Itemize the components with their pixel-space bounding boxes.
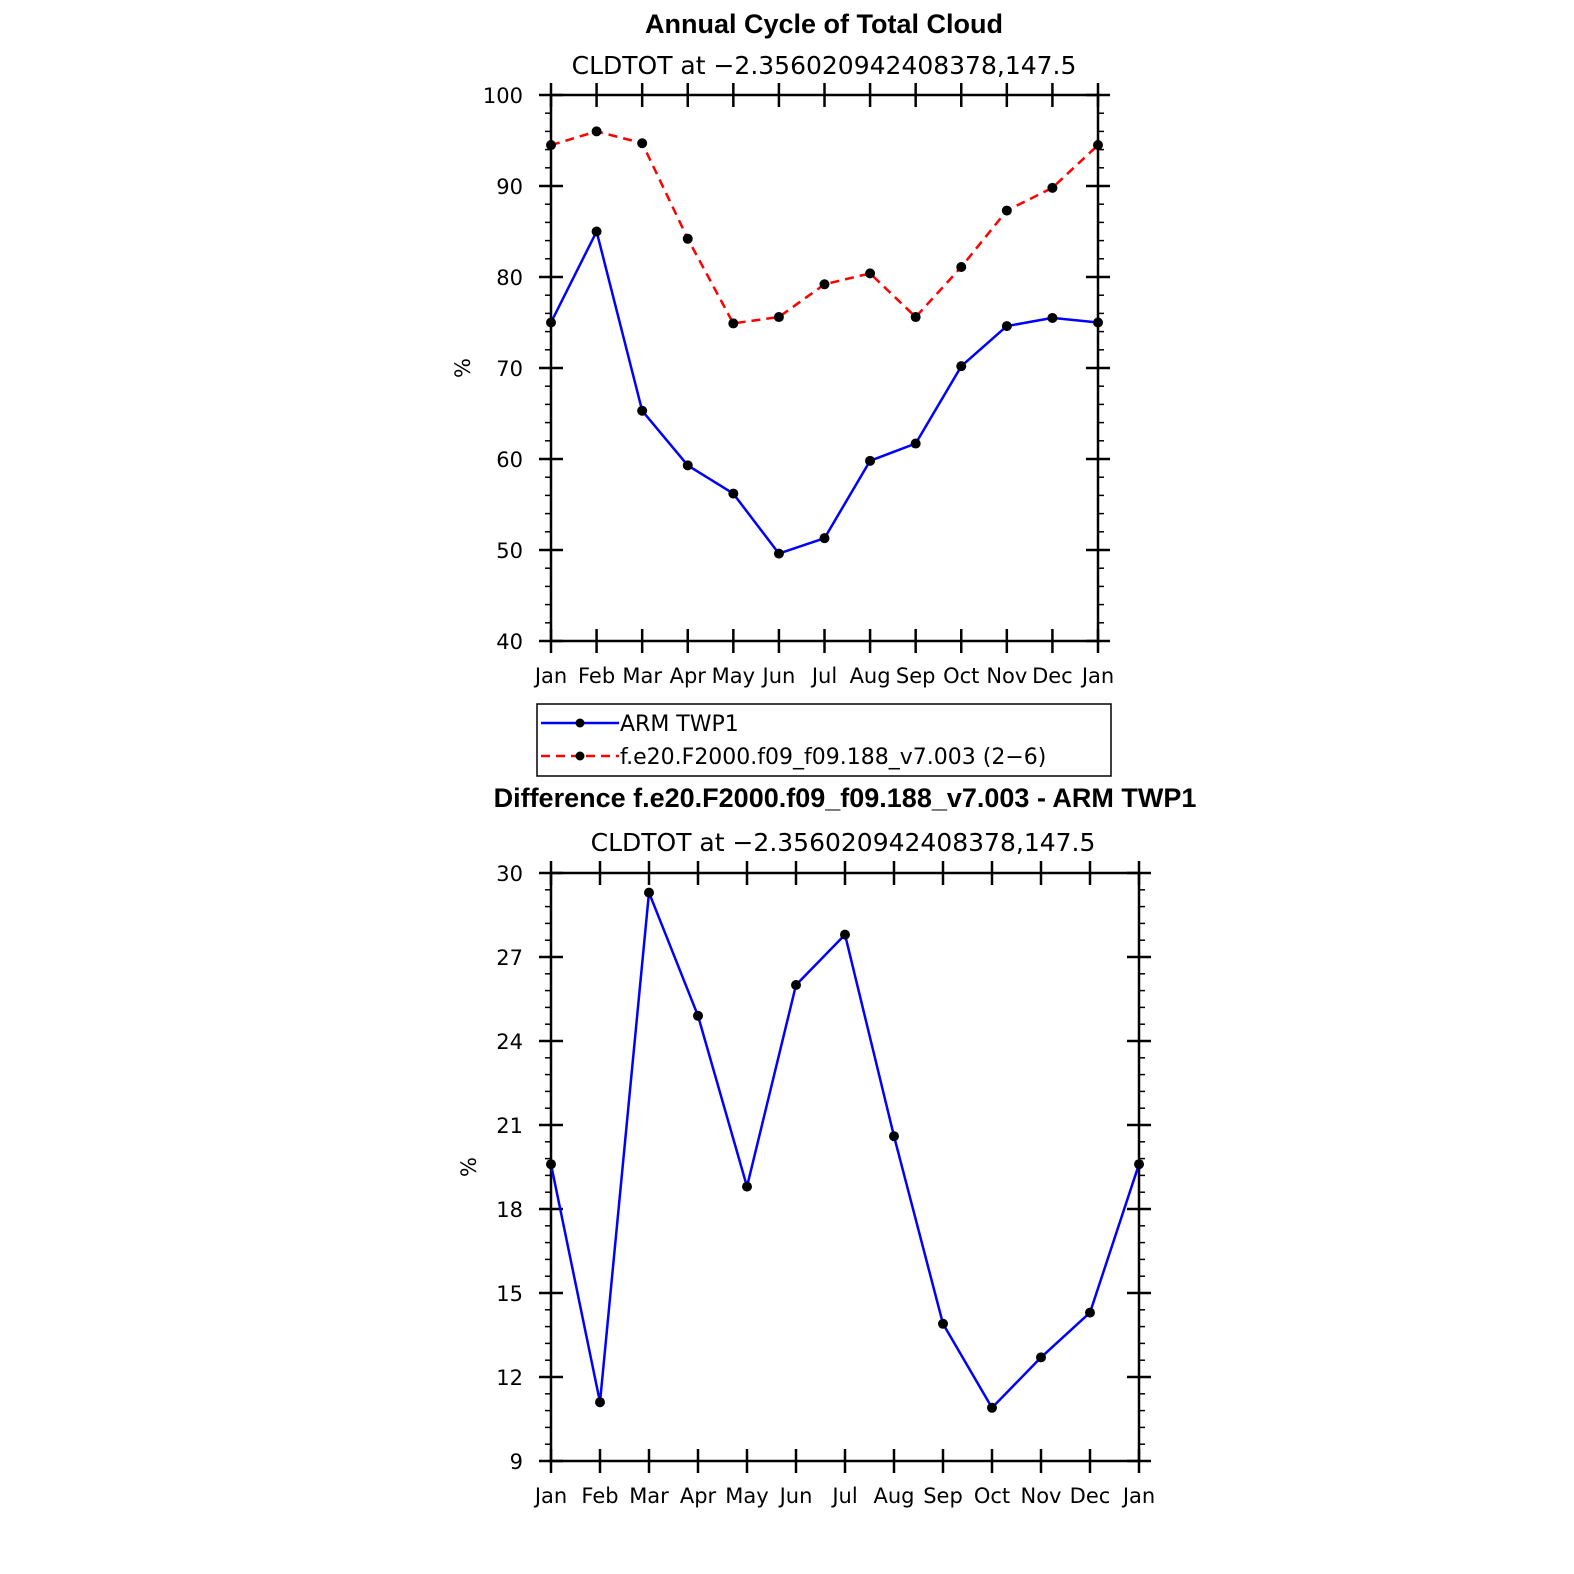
top-x-tick-label: Jan xyxy=(1080,664,1114,688)
bottom-y-tick-label: 21 xyxy=(496,1114,523,1138)
top-series-0-point xyxy=(682,460,693,471)
top-x-tick-label: May xyxy=(712,664,755,688)
bottom-chart-y-axis-label: % xyxy=(457,1157,481,1177)
top-x-tick-label: Jun xyxy=(761,664,796,688)
legend-marker-arm xyxy=(575,718,585,728)
legend-label-arm: ARM TWP1 xyxy=(620,712,739,737)
top-x-tick-label: Jul xyxy=(810,664,837,688)
top-chart-title: Annual Cycle of Total Cloud xyxy=(645,9,1003,39)
top-x-tick-label: Mar xyxy=(622,664,662,688)
bottom-y-tick-label: 12 xyxy=(496,1366,523,1390)
bottom-x-tick-label: May xyxy=(725,1484,768,1508)
bottom-x-tick-label: Jul xyxy=(830,1484,857,1508)
top-y-tick-label: 100 xyxy=(483,84,523,108)
top-x-tick-label: Sep xyxy=(896,664,936,688)
top-chart-subtitle: CLDTOT at −2.356020942408378,147.5 xyxy=(572,51,1077,80)
bottom-y-tick-label: 18 xyxy=(496,1198,523,1222)
top-series-1-point xyxy=(682,233,693,244)
top-y-tick-label: 60 xyxy=(496,448,523,472)
top-chart-y-axis-label: % xyxy=(451,358,475,378)
top-series-1-point xyxy=(728,318,739,329)
bottom-y-tick-label: 9 xyxy=(510,1450,523,1474)
legend-label-model: f.e20.F2000.f09_f09.188_v7.003 (2−6) xyxy=(620,745,1046,770)
top-series-1-point xyxy=(1093,140,1103,151)
top-x-tick-label: Oct xyxy=(943,664,979,688)
top-x-tick-label: Dec xyxy=(1032,664,1073,688)
bottom-series-0-point xyxy=(1134,1159,1144,1170)
top-series-0-point xyxy=(728,488,739,499)
top-series-1-line xyxy=(550,130,1099,325)
top-series-0-point xyxy=(1093,317,1103,328)
top-series-0-point xyxy=(910,438,921,449)
top-x-tick-label: Nov xyxy=(986,664,1027,688)
top-y-tick-label: 50 xyxy=(496,539,523,563)
bottom-y-tick-label: 27 xyxy=(496,946,523,970)
bottom-y-tick-label: 24 xyxy=(496,1030,523,1054)
top-series-1-point xyxy=(773,312,784,323)
bottom-series-0-point xyxy=(1036,1352,1046,1363)
bottom-chart-subtitle: CLDTOT at −2.356020942408378,147.5 xyxy=(591,828,1096,857)
bottom-series-0-line xyxy=(549,891,1141,1410)
top-y-tick-label: 80 xyxy=(496,266,523,290)
bottom-series-0-point xyxy=(742,1181,752,1192)
bottom-x-tick-label: Oct xyxy=(974,1484,1010,1508)
bottom-x-tick-label: Aug xyxy=(873,1484,914,1508)
top-series-1-point xyxy=(956,261,967,272)
bottom-series-0-point xyxy=(644,887,654,898)
bottom-series-0-point xyxy=(546,1159,556,1170)
legend: ARM TWP1 f.e20.F2000.f09_f09.188_v7.003 … xyxy=(536,703,1112,777)
top-series-1-point xyxy=(819,279,830,290)
top-series-0-point xyxy=(637,405,648,416)
top-series-1-point xyxy=(910,312,921,323)
bottom-plot-frame xyxy=(549,871,1141,1463)
bottom-x-tick-label: Jun xyxy=(778,1484,813,1508)
bottom-series-0-point xyxy=(938,1318,948,1329)
bottom-x-tick-label: Jan xyxy=(533,1484,567,1508)
top-y-tick-label: 40 xyxy=(496,630,523,654)
top-series-1-point xyxy=(637,138,648,149)
legend-box xyxy=(536,703,1112,777)
top-series-0-point xyxy=(546,317,556,328)
top-y-tick-label: 90 xyxy=(496,175,523,199)
bottom-series-0-point xyxy=(595,1397,605,1408)
bottom-series-0-point xyxy=(840,929,850,940)
bottom-series-0-point xyxy=(889,1131,899,1142)
top-series-1-point xyxy=(865,268,876,279)
bottom-x-tick-label: Dec xyxy=(1070,1484,1111,1508)
top-x-tick-label: Aug xyxy=(850,664,891,688)
top-plot-frame xyxy=(549,93,1100,643)
bottom-x-tick-label: Jan xyxy=(1121,1484,1155,1508)
bottom-y-tick-label: 30 xyxy=(496,862,523,886)
top-series-0-point xyxy=(865,455,876,466)
bottom-x-tick-label: Nov xyxy=(1021,1484,1062,1508)
top-series-0-point xyxy=(956,361,967,372)
top-series-1-point xyxy=(1001,205,1012,216)
bottom-x-tick-label: Sep xyxy=(923,1484,963,1508)
top-chart-plot: 40 50 60 70 80 90 100 Jan Feb Mar Apr May Jun Jul Aug S… xyxy=(483,83,1114,688)
bottom-series-0-point xyxy=(693,1010,703,1021)
bottom-series-0-point xyxy=(791,980,801,990)
legend-marker-model xyxy=(575,751,585,761)
bottom-chart-plot: 9 12 15 18 21 24 27 30 Jan Feb Mar Apr May Jun Jul Aug S… xyxy=(496,861,1155,1508)
bottom-x-tick-label: Feb xyxy=(581,1484,618,1508)
top-series-0-point xyxy=(819,533,830,544)
top-series-0-point xyxy=(773,548,784,559)
top-series-1-point xyxy=(591,126,602,137)
bottom-series-0-point xyxy=(1085,1307,1095,1318)
top-series-0-point xyxy=(1047,312,1058,323)
top-x-tick-label: Jan xyxy=(533,664,567,688)
bottom-chart-title: Difference f.e20.F2000.f09_f09.188_v7.00… xyxy=(494,783,1197,813)
top-y-tick-label: 70 xyxy=(496,357,523,381)
top-x-tick-label: Feb xyxy=(578,664,615,688)
top-x-tick-label: Apr xyxy=(670,664,707,688)
bottom-y-tick-label: 15 xyxy=(496,1282,523,1306)
top-series-0-point xyxy=(1001,321,1012,332)
bottom-x-tick-label: Mar xyxy=(629,1484,669,1508)
top-series-0-point xyxy=(591,226,602,237)
bottom-series-0-point xyxy=(987,1402,997,1413)
top-series-1-point xyxy=(546,140,556,151)
top-series-1-point xyxy=(1047,182,1058,193)
bottom-x-tick-label: Apr xyxy=(680,1484,717,1508)
